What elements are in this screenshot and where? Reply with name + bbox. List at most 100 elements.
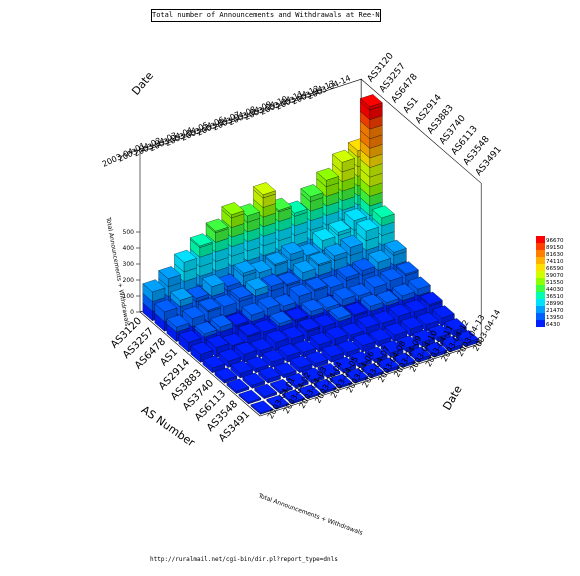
bar — [237, 323, 261, 348]
bar-top — [213, 294, 237, 307]
bar-top — [178, 329, 202, 343]
bar-top — [364, 275, 388, 288]
bar-top — [376, 357, 400, 371]
bar-top — [312, 228, 336, 241]
bar-top — [400, 316, 424, 330]
bar-top — [371, 205, 395, 219]
bar-top — [419, 291, 443, 305]
legend-swatch — [536, 306, 545, 313]
bar-top — [277, 271, 300, 285]
bar-top — [280, 241, 304, 255]
legend-swatch — [536, 271, 545, 278]
bar-top — [269, 311, 293, 324]
bar-top — [428, 324, 451, 338]
bar-top — [368, 249, 391, 263]
bar — [352, 333, 376, 353]
bar — [443, 318, 467, 337]
bar-top — [226, 378, 250, 392]
bar — [238, 389, 262, 405]
bar — [261, 349, 285, 368]
bars-group — [142, 94, 479, 415]
bar — [202, 355, 226, 374]
bar-top — [301, 367, 325, 381]
bar-top — [316, 295, 340, 309]
bar-top — [221, 202, 245, 215]
legend-swatch — [536, 236, 545, 243]
bar-top — [431, 305, 455, 319]
z-tick-label: 0 — [130, 309, 134, 316]
bar-top — [325, 326, 348, 339]
bar-top — [233, 260, 257, 274]
bar-top — [356, 315, 380, 328]
bar — [214, 367, 238, 384]
bar — [455, 330, 479, 348]
bar-top — [313, 314, 336, 327]
bar-top — [388, 303, 412, 317]
bar-top — [324, 243, 348, 257]
bar-top — [158, 266, 182, 279]
bar-top — [218, 348, 242, 362]
x-tick-label-top: AS1 — [402, 96, 421, 116]
bar-top — [230, 360, 254, 374]
bar-top — [424, 341, 448, 355]
bar-top — [320, 275, 344, 288]
bar-top — [380, 340, 404, 353]
bar-top — [368, 328, 392, 342]
footer-url[interactable]: http://ruralmail.net/cgi-bin/dir.pl?repo… — [150, 556, 338, 563]
bar — [301, 367, 325, 384]
bar-top — [257, 295, 281, 309]
bar — [305, 351, 329, 368]
bar-top — [364, 346, 388, 360]
bar-top — [305, 351, 329, 364]
bar — [226, 378, 250, 394]
bar-top — [258, 366, 281, 380]
bar-top — [186, 285, 209, 299]
bar-top — [352, 333, 376, 346]
bar-top — [304, 277, 328, 290]
bar-top — [174, 249, 197, 263]
bar-top — [344, 302, 368, 315]
bar-top — [293, 339, 317, 353]
bar-top — [282, 389, 305, 403]
bar-top — [285, 307, 309, 321]
bar-top — [253, 182, 276, 195]
bar-top — [321, 344, 345, 357]
bar-top — [254, 383, 278, 397]
bar-top — [440, 335, 463, 349]
bar-top — [407, 276, 431, 290]
bar-top — [356, 218, 379, 232]
bar — [242, 372, 266, 389]
bar-top — [317, 363, 341, 376]
bar-top — [206, 335, 230, 348]
bar-top — [210, 314, 233, 328]
bar-top — [349, 351, 372, 364]
bar-top — [340, 322, 364, 336]
legend-label: 59070 — [546, 273, 564, 279]
bar-top — [336, 265, 360, 278]
legend-swatch — [536, 299, 545, 306]
bar — [376, 357, 400, 374]
bar-top — [281, 326, 305, 339]
bar — [317, 363, 341, 379]
bar-top — [328, 219, 352, 233]
bar-top — [182, 306, 206, 319]
bar-top — [289, 355, 313, 369]
bar-top — [265, 251, 288, 265]
bar-top — [261, 273, 285, 287]
legend-label: 66590 — [546, 266, 564, 272]
bar-top — [242, 372, 266, 386]
bar — [392, 352, 416, 368]
bar-top — [261, 349, 285, 363]
bar-top — [245, 277, 269, 291]
bar-top — [289, 283, 312, 297]
bar — [440, 335, 463, 353]
bar-top — [329, 373, 353, 387]
bar-top — [238, 389, 262, 403]
bar-top — [297, 384, 321, 398]
legend-label: 36510 — [546, 294, 564, 300]
bar — [345, 368, 369, 384]
bar-top — [273, 362, 297, 375]
bar-top — [443, 318, 467, 331]
bar-top — [237, 323, 261, 336]
